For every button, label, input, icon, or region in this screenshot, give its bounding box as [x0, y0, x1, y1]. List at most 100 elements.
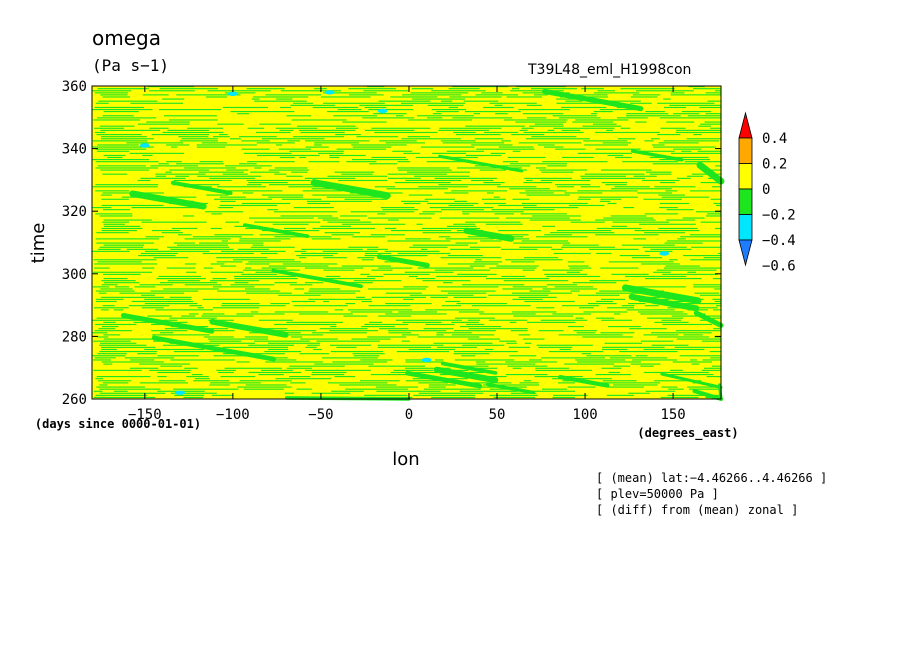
field-streak: [304, 369, 371, 371]
field-streak: [336, 127, 359, 129]
field-streak: [294, 288, 304, 290]
field-streak: [676, 177, 691, 179]
field-streak: [462, 211, 524, 213]
field-streak: [268, 169, 309, 171]
field-streak: [279, 106, 291, 109]
field-streak: [691, 363, 700, 365]
field-streak: [224, 367, 282, 369]
field-streak: [92, 109, 153, 111]
field-streak: [432, 152, 467, 154]
field-streak: [716, 204, 721, 207]
field-streak: [460, 326, 501, 328]
field-streak: [404, 271, 454, 273]
field-streak: [101, 198, 129, 200]
field-streak: [349, 94, 384, 96]
field-streak: [98, 292, 107, 294]
field-streak: [633, 175, 657, 177]
field-cell-cyan: [659, 251, 670, 256]
field-streak: [172, 184, 220, 186]
field-streak: [644, 250, 673, 252]
field-streak: [552, 115, 597, 117]
field-streak: [101, 230, 137, 232]
field-streak: [484, 202, 506, 205]
field-streak: [556, 230, 612, 232]
field-streak: [454, 200, 468, 202]
field-streak: [163, 288, 219, 290]
field-streak: [587, 100, 641, 102]
field-streak: [167, 280, 200, 282]
field-streak: [489, 267, 537, 269]
field-streak: [512, 286, 548, 288]
field-streak: [438, 129, 490, 131]
field-streak: [455, 242, 478, 244]
field-streak: [422, 280, 471, 282]
field-streak: [343, 315, 368, 317]
field-streak: [552, 396, 575, 399]
field-streak: [535, 167, 547, 169]
field-streak: [527, 321, 576, 323]
field-streak: [649, 156, 663, 159]
field-streak: [385, 313, 447, 315]
field-streak: [352, 236, 386, 238]
field-streak: [95, 323, 137, 326]
field-streak: [323, 269, 355, 271]
field-streak: [642, 179, 680, 182]
field-streak: [96, 317, 146, 319]
field-streak: [97, 336, 109, 338]
field-streak: [540, 319, 588, 321]
field-streak: [690, 259, 721, 261]
field-streak: [202, 313, 225, 315]
field-streak: [454, 359, 515, 361]
field-streak: [222, 346, 288, 348]
field-streak: [471, 305, 531, 307]
field-streak: [245, 267, 252, 269]
field-streak: [167, 129, 209, 131]
field-streak: [216, 369, 236, 371]
field-streak: [448, 204, 474, 207]
field-streak: [288, 186, 327, 188]
field-streak: [609, 357, 668, 359]
field-streak: [284, 227, 306, 230]
field-streak: [602, 348, 628, 351]
field-cell-cyan: [377, 108, 388, 114]
field-band: [692, 389, 723, 401]
field-streak: [173, 351, 224, 353]
field-streak: [537, 144, 555, 146]
field-streak: [265, 94, 322, 96]
field-streak: [525, 190, 567, 192]
field-streak: [159, 109, 222, 111]
field-streak: [153, 257, 189, 259]
field-streak: [177, 244, 229, 246]
field-streak: [561, 129, 581, 131]
field-streak: [296, 255, 334, 257]
field-streak: [405, 359, 423, 361]
field-streak: [519, 129, 528, 131]
field-streak: [350, 311, 393, 313]
field-streak: [360, 273, 370, 275]
field-streak: [163, 319, 178, 321]
field-streak: [510, 392, 537, 394]
field-streak: [649, 173, 672, 175]
field-streak: [214, 234, 254, 236]
field-streak: [382, 209, 419, 211]
field-streak: [173, 179, 232, 182]
field-streak: [312, 194, 379, 196]
field-streak: [98, 380, 132, 382]
field-streak: [628, 303, 646, 305]
note-line: [ (mean) lat:−4.46266..4.46266 ]: [596, 471, 828, 485]
field-streak: [590, 113, 598, 115]
field-streak: [475, 259, 482, 261]
field-streak: [97, 88, 149, 90]
field-streak: [526, 104, 542, 106]
field-streak: [626, 309, 675, 311]
field-streak: [151, 323, 165, 326]
field-streak: [523, 207, 579, 209]
field-streak: [187, 127, 224, 129]
field-streak: [709, 169, 721, 171]
field-streak: [353, 280, 402, 282]
field-streak: [207, 90, 271, 92]
field-streak: [576, 332, 596, 334]
field-streak: [202, 298, 250, 300]
field-streak: [309, 288, 341, 290]
colorbar-label: −0.2: [762, 208, 796, 224]
